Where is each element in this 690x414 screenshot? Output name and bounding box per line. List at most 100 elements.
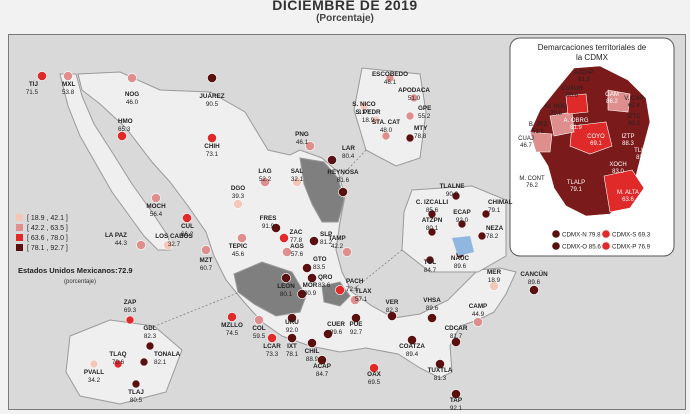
city-dot (529, 285, 539, 295)
city-name: LAG (258, 168, 271, 175)
city-name: LA PAZ (105, 232, 127, 239)
cdmx-title-2: la CDMX (576, 53, 609, 62)
city-value: 57.1 (355, 296, 368, 303)
legend-label: [ 42.2 , 63.5 ] (27, 225, 68, 232)
valley-unit-dot (481, 209, 491, 219)
city-name: COL (252, 325, 265, 332)
city-name: CUER (327, 321, 345, 328)
city-dot (37, 71, 47, 81)
city-name: VER (386, 299, 399, 306)
legend-label: [ 63.6 , 78.0 ] (27, 235, 68, 242)
city-name: NOG (125, 91, 139, 98)
valley-unit-value: 89.6 (454, 263, 467, 270)
cdmx-mhgo-zone (565, 93, 589, 115)
city-value: 84.7 (316, 371, 329, 378)
guadalajara-unit-name: ZAP (124, 299, 137, 306)
city-name: TEPIC (229, 243, 248, 250)
legend-label: [ 18.9 , 42.1 ] (27, 215, 68, 222)
city-name: OAX (367, 371, 381, 378)
city-dot (260, 177, 270, 187)
city-dot (279, 233, 289, 243)
legend: [ 18.9 , 42.1 ] [ 42.2 , 63.5 ] [ 63.6 , 7… (16, 214, 68, 252)
valley-unit-value: 80.1 (426, 225, 439, 232)
cdmx-region-dot (552, 242, 560, 250)
city-dot (117, 131, 127, 141)
city-name: SAL (291, 168, 304, 175)
guadalajara-unit-value: 80.5 (130, 397, 143, 404)
city-dot (317, 355, 327, 365)
cdmx-unit-value: 79.1 (570, 187, 582, 193)
valley-unit-dot (451, 191, 461, 201)
city-dot (233, 199, 243, 209)
monterrey-connector (337, 149, 367, 181)
city-name: CAMP (469, 303, 488, 310)
cdmx-unit-value: 83.0 (636, 155, 648, 161)
city-value: 44.9 (472, 311, 485, 318)
city-value: 66.2 (181, 231, 194, 238)
city-dot (451, 389, 461, 399)
city-name: SLP (320, 231, 332, 238)
cdmx-unit-name: A. OBRG (563, 118, 588, 124)
monterrey-unit-name: GPE (418, 105, 431, 112)
cdmx-region-label: CDMX-N 79.8 (562, 232, 601, 239)
cdmx-unit-value: 62.4 (628, 103, 640, 109)
city-dot (182, 213, 192, 223)
city-value: 88.9 (306, 356, 319, 363)
city-value: 92.0 (286, 327, 299, 334)
city-dot (350, 295, 360, 305)
cdmx-inset: Demarcaciones territoriales de la CDMX (509, 37, 675, 257)
city-name: LOS CABOS (155, 233, 192, 240)
city-value: 53.8 (62, 89, 75, 96)
valley-unit-name: ATZPN (422, 217, 443, 224)
cdmx-vcar-zone (607, 89, 631, 113)
city-value: 89.6 (528, 279, 541, 286)
monterrey-unit-name: APODACA (398, 87, 430, 94)
city-dot (151, 193, 161, 203)
city-name: QRO (318, 274, 332, 281)
guadalajara-unit-value: 69.3 (124, 307, 137, 314)
city-name: REYNOSA (327, 169, 359, 176)
city-value: 32.1 (291, 176, 304, 183)
cdmx-title: Demarcaciones territoriales de (538, 43, 647, 52)
cdmx-unit-value: 46.7 (520, 143, 532, 149)
cdmx-unit-value: 81.9 (570, 125, 582, 131)
city-dot (302, 263, 312, 273)
city-name: CDCAR (445, 325, 468, 332)
city-dot (435, 359, 445, 369)
city-name: HMO (118, 118, 133, 125)
city-name: PNG (295, 131, 309, 138)
guadalajara-connector (149, 291, 241, 329)
city-value: 44.3 (115, 240, 128, 247)
guadalajara-unit-value: 70.6 (112, 359, 125, 366)
state-coahuila-nl (299, 157, 345, 223)
city-value: 45.6 (232, 251, 245, 258)
city-dot (351, 313, 361, 323)
monterrey-unit-name: STA. CAT (372, 119, 400, 126)
city-dot (207, 73, 217, 83)
city-name: DGO (231, 185, 245, 192)
city-name: MER (487, 269, 501, 276)
monterrey-unit-name: S. PEDR (355, 109, 381, 116)
city-name: MOCH (146, 203, 166, 210)
cdmx-unit-value: 81.9 (578, 77, 590, 83)
